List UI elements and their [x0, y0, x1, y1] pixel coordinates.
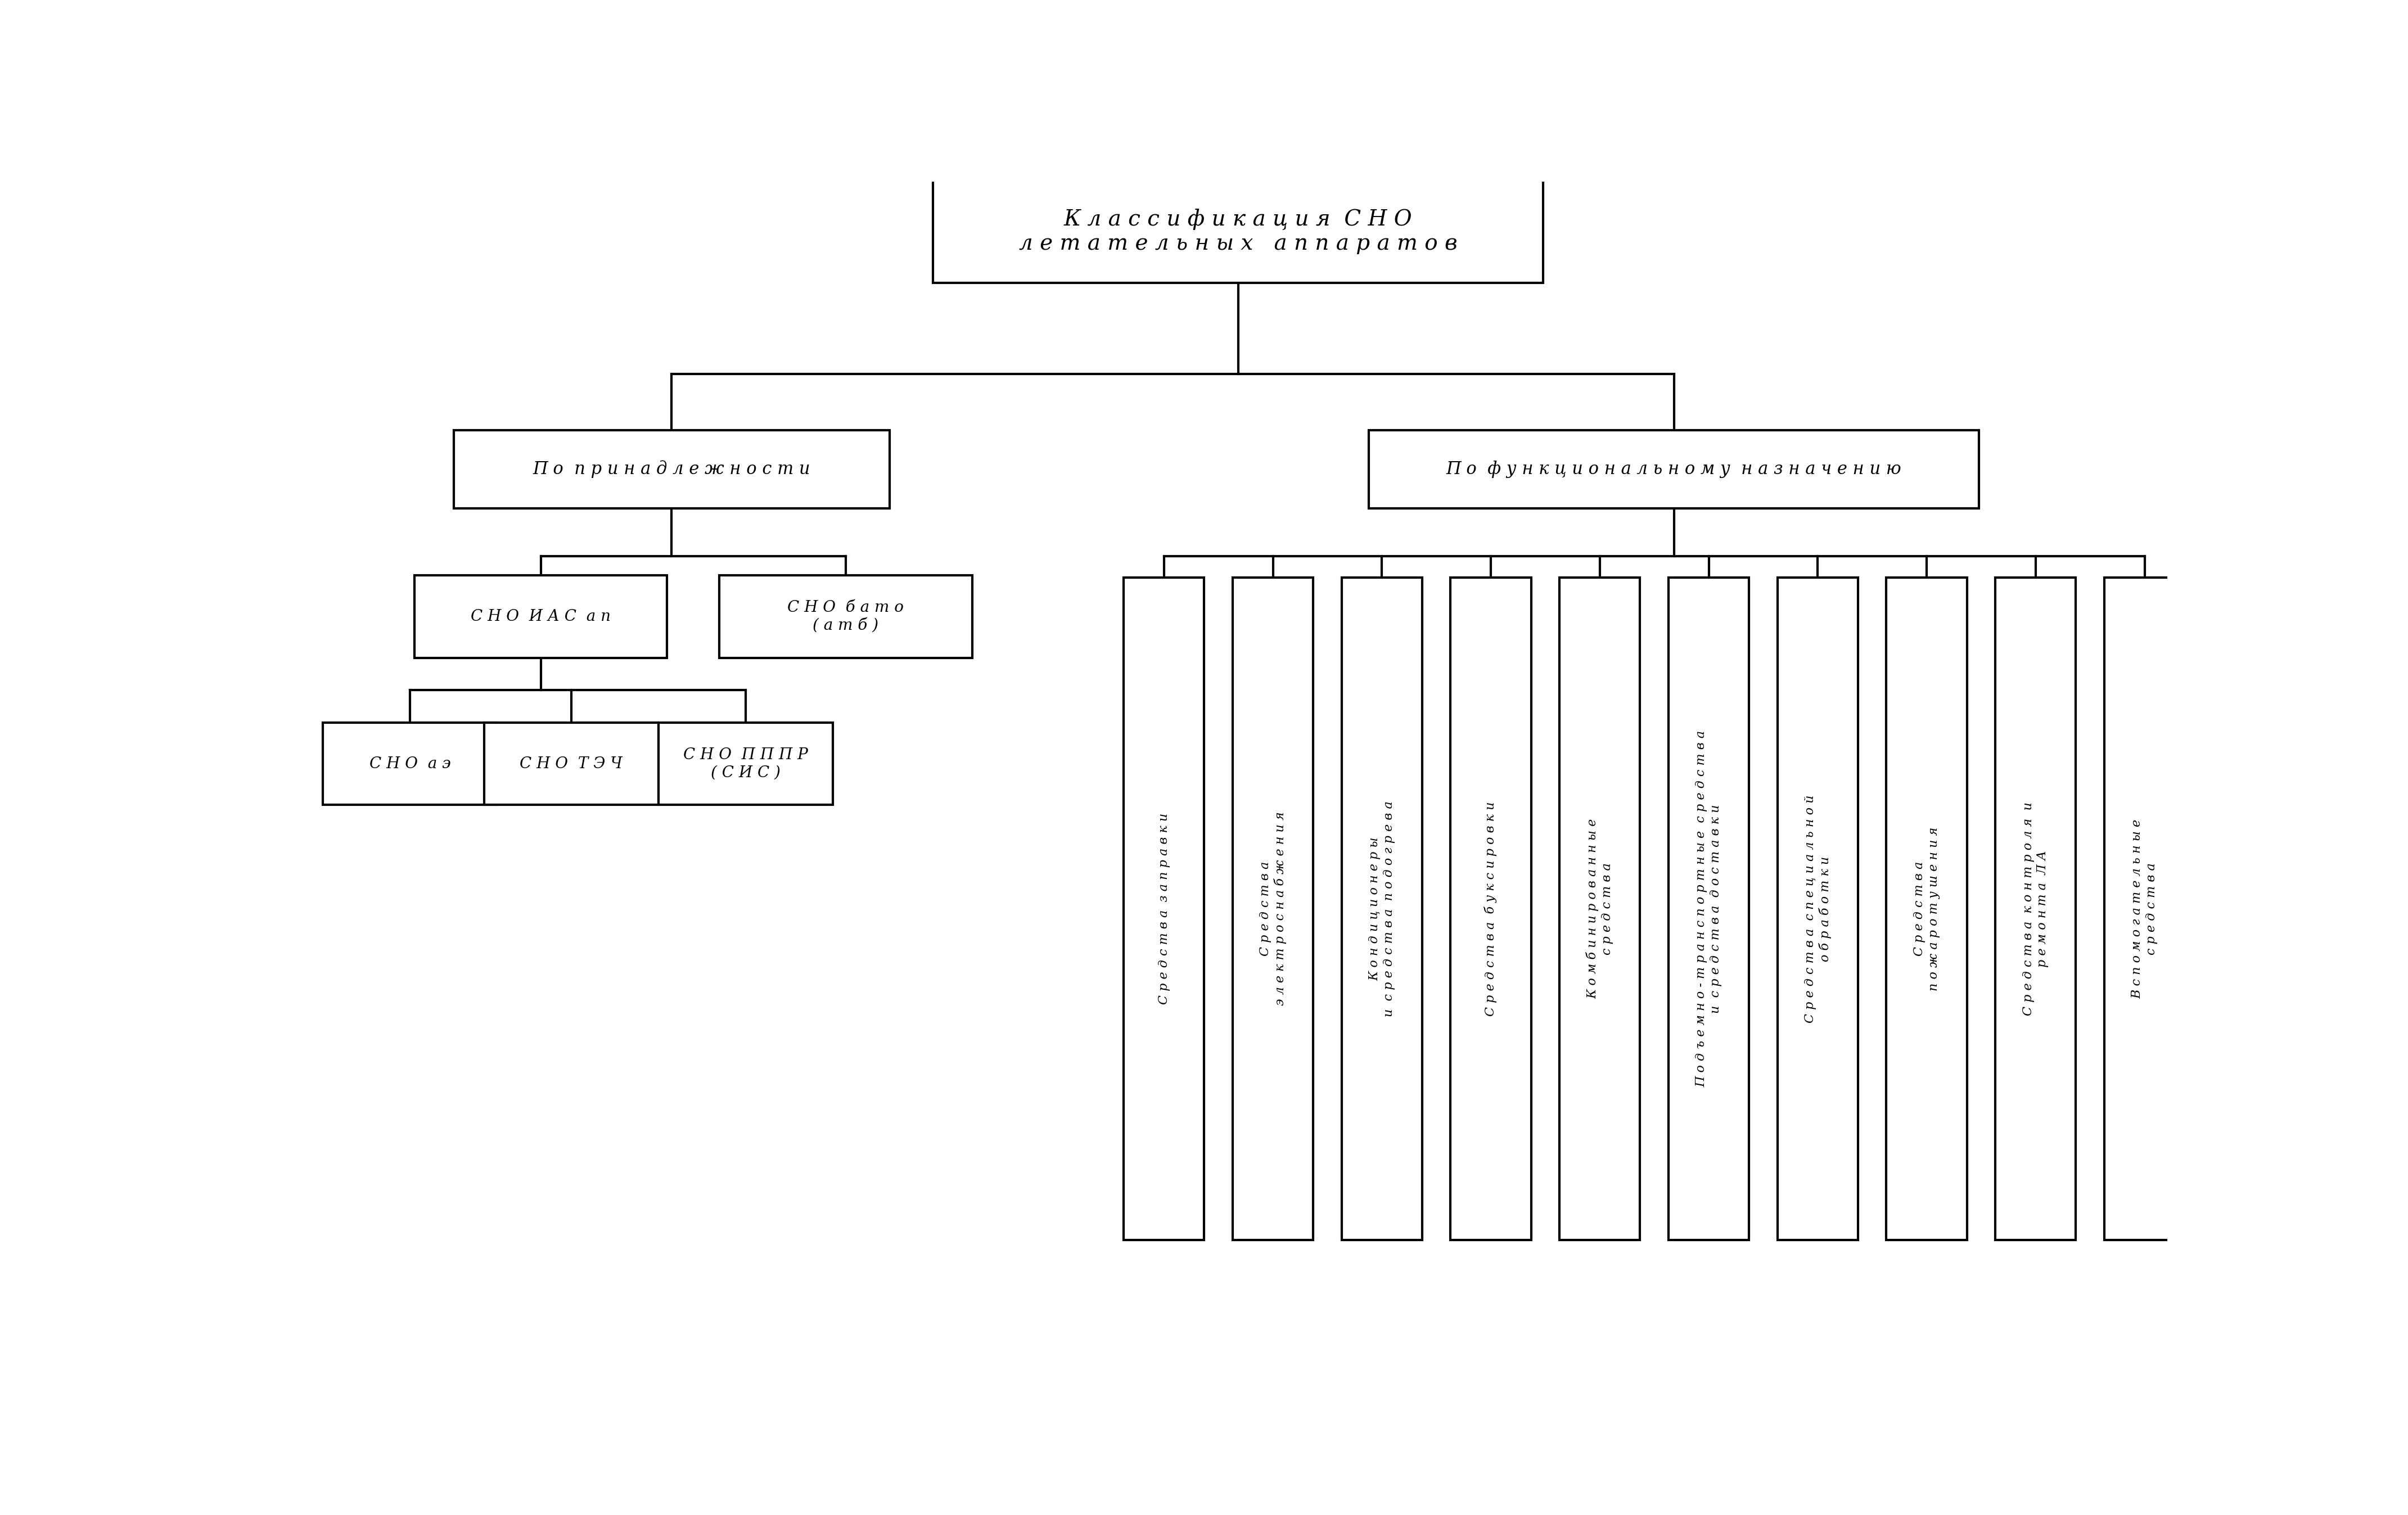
- FancyBboxPatch shape: [1368, 430, 1979, 509]
- Text: К л а с с и ф и к а ц и я  С Н О
л е т а т е л ь н ы х   а п п а р а т о в: К л а с с и ф и к а ц и я С Н О л е т а …: [1019, 209, 1457, 255]
- FancyBboxPatch shape: [932, 179, 1544, 283]
- FancyBboxPatch shape: [414, 576, 667, 658]
- Text: С р е д с т в а  с п е ц и а л ь н о й
о б р а б о т к и: С р е д с т в а с п е ц и а л ь н о й о …: [1804, 795, 1832, 1023]
- FancyBboxPatch shape: [657, 723, 833, 804]
- Text: К о м б и н и р о в а н н ы е
с р е д с т в а: К о м б и н и р о в а н н ы е с р е д с …: [1587, 818, 1613, 998]
- Text: С Н О  а э: С Н О а э: [368, 756, 450, 771]
- Text: С р е д с т в а  к о н т р о л я  и
р е м о н т а  Л А: С р е д с т в а к о н т р о л я и р е м …: [2023, 801, 2049, 1015]
- Text: К о н д и ц и о н е р ы
и  с р е д с т в а  п о д о г р е в а: К о н д и ц и о н е р ы и с р е д с т в …: [1368, 801, 1394, 1017]
- Text: С р е д с т в а
э л е к т р о с н а б ж е н и я: С р е д с т в а э л е к т р о с н а б ж …: [1259, 812, 1286, 1006]
- FancyBboxPatch shape: [1996, 577, 2076, 1241]
- FancyBboxPatch shape: [1450, 577, 1531, 1241]
- Text: П о д ъ е м н о - т р а н с п о р т н ы е  с р е д с т в а
и  с р е д с т в а  д: П о д ъ е м н о - т р а н с п о р т н ы …: [1695, 730, 1722, 1088]
- Text: С Н О  б а т о
( а т б ): С Н О б а т о ( а т б ): [787, 600, 903, 633]
- Text: С Н О  Т Э Ч: С Н О Т Э Ч: [520, 756, 624, 771]
- FancyBboxPatch shape: [1233, 577, 1312, 1241]
- Text: С Н О  П П П Р
( С И С ): С Н О П П П Р ( С И С ): [684, 747, 809, 780]
- FancyBboxPatch shape: [323, 723, 496, 804]
- FancyBboxPatch shape: [453, 430, 889, 509]
- FancyBboxPatch shape: [1885, 577, 1967, 1241]
- Text: В с п о м о г а т е л ь н ы е
с р е д с т в а: В с п о м о г а т е л ь н ы е с р е д с …: [2131, 820, 2158, 998]
- FancyBboxPatch shape: [1669, 577, 1748, 1241]
- Text: С Н О  И А С  а п: С Н О И А С а п: [470, 609, 612, 624]
- FancyBboxPatch shape: [720, 576, 973, 658]
- Text: П о  ф у н к ц и о н а л ь н о м у  н а з н а ч е н и ю: П о ф у н к ц и о н а л ь н о м у н а з …: [1447, 461, 1902, 479]
- Text: С р е д с т в а  б у к с и р о в к и: С р е д с т в а б у к с и р о в к и: [1483, 801, 1498, 1017]
- Text: С р е д с т в а  з а п р а в к и: С р е д с т в а з а п р а в к и: [1158, 814, 1170, 1004]
- Text: П о  п р и н а д л е ж н о с т и: П о п р и н а д л е ж н о с т и: [532, 461, 809, 479]
- FancyBboxPatch shape: [484, 723, 657, 804]
- FancyBboxPatch shape: [1341, 577, 1423, 1241]
- Text: С р е д с т в а
п о ж а р о т у ш е н и я: С р е д с т в а п о ж а р о т у ш е н и …: [1914, 827, 1941, 991]
- FancyBboxPatch shape: [1560, 577, 1640, 1241]
- FancyBboxPatch shape: [1777, 577, 1859, 1241]
- FancyBboxPatch shape: [2105, 577, 2184, 1241]
- FancyBboxPatch shape: [1125, 577, 1204, 1241]
